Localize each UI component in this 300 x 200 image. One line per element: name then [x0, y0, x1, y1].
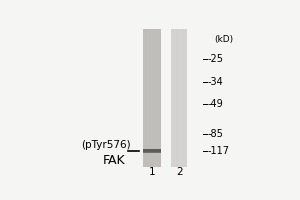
Text: -25: -25: [207, 54, 223, 64]
Bar: [173, 29, 174, 167]
Bar: [154, 29, 156, 167]
Bar: [171, 29, 188, 167]
Text: 2: 2: [176, 167, 183, 177]
Text: (pTyr576): (pTyr576): [81, 140, 131, 150]
Bar: [158, 29, 160, 167]
Bar: [160, 29, 161, 167]
Text: (kD): (kD): [214, 35, 233, 44]
Text: 1: 1: [148, 167, 155, 177]
Bar: [185, 29, 186, 167]
Text: -34: -34: [207, 77, 223, 87]
Text: -49: -49: [207, 99, 223, 109]
Text: FAK: FAK: [103, 154, 125, 167]
Bar: [158, 29, 160, 167]
Bar: [145, 29, 146, 167]
Bar: [182, 29, 183, 167]
Text: -85: -85: [207, 129, 223, 139]
Bar: [183, 29, 184, 167]
Bar: [143, 152, 161, 153]
Bar: [176, 29, 178, 167]
Bar: [151, 29, 152, 167]
Bar: [155, 29, 156, 167]
Bar: [146, 29, 147, 167]
Text: -117: -117: [207, 146, 229, 156]
Bar: [143, 149, 161, 153]
Bar: [143, 29, 161, 167]
Bar: [148, 29, 150, 167]
Bar: [178, 29, 180, 167]
Bar: [160, 29, 161, 167]
Bar: [173, 29, 174, 167]
Bar: [173, 29, 175, 167]
Bar: [160, 29, 161, 167]
Bar: [183, 29, 184, 167]
Bar: [145, 29, 146, 167]
Bar: [182, 29, 183, 167]
